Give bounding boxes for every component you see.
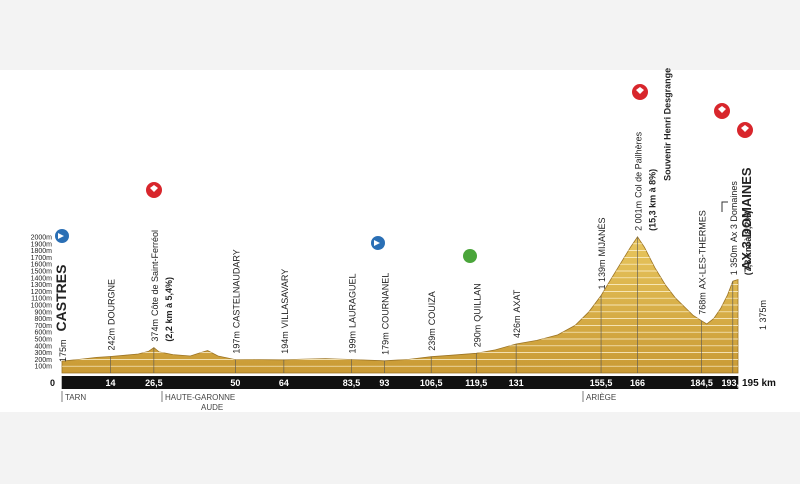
bracket [721, 201, 728, 212]
x-tick-label: 50 [230, 378, 240, 388]
x-tick-label: 0 [50, 378, 55, 388]
waypoint-altitude: 1 350m [729, 245, 739, 275]
region-label: TARN [65, 393, 86, 402]
waypoint-name: LAURAGUEL [347, 273, 357, 328]
waypoint-altitude: 1 139m [597, 260, 607, 290]
distance-bar [62, 376, 738, 389]
y-tick-label: 1600m [31, 262, 53, 269]
waypoint-label: 1 139m MIJANÈS [597, 218, 607, 290]
waypoint-label: 426m AXAT [512, 289, 522, 338]
x-tick-label: 14 [106, 378, 116, 388]
x-tick-label: 166 [630, 378, 645, 388]
waypoint-label: 199m LAURAGUEL [347, 273, 357, 353]
waypoint-altitude: 239m [427, 328, 437, 351]
sprint-icon [463, 249, 477, 263]
y-tick-label: 300m [34, 350, 52, 357]
y-tick-label: 1100m [31, 296, 52, 303]
y-tick-label: 400m [34, 343, 52, 350]
waypoint-label: 374m Côte de Saint-Ferréol [150, 230, 160, 342]
waypoint-label: 768m AX-LES-THERMES [698, 210, 708, 315]
y-tick-label: 1500m [31, 269, 53, 276]
waypoint-name: Ax 3 Domaines [729, 181, 739, 243]
x-tick-label: 155,5 [590, 378, 613, 388]
waypoint-altitude: 175m [58, 339, 68, 362]
waypoint-note: (15,3 km à 8%) [647, 169, 657, 231]
waypoint-label: 1 350m Ax 3 Domaines [729, 181, 739, 276]
marker-layer [61, 236, 739, 402]
waypoint-altitude: 290m [472, 325, 482, 348]
waypoint-altitude: 1 375m [758, 300, 768, 330]
waypoint-name: AX-LES-THERMES [698, 210, 708, 289]
waypoint-label: 194m VILLASAVARY [280, 269, 290, 354]
waypoint-label: 179m COURNANEL [380, 273, 390, 355]
x-tick-label: 131 [509, 378, 524, 388]
waypoint-name: Côte de Saint-Ferréol [150, 230, 160, 316]
waypoint-label: 290m QUILLAN [472, 283, 482, 347]
region-label: AUDE [201, 403, 223, 412]
waypoint-name: MIJANÈS [597, 218, 607, 257]
waypoint-altitude: 374m [150, 319, 160, 342]
y-tick-label: 1400m [31, 275, 53, 282]
y-tick-label: 2000m [31, 235, 53, 242]
waypoint-name: VILLASAVARY [280, 269, 290, 329]
waypoint-label: 242m DOURGNE [107, 279, 117, 351]
icons [55, 84, 753, 263]
waypoint-name: COUIZA [427, 291, 437, 325]
y-tick-label: 1800m [31, 248, 53, 255]
waypoint-name: COURNANEL [380, 273, 390, 330]
region-label: ARIÈGE [586, 393, 616, 402]
x-tick-label: 119,5 [465, 378, 487, 388]
x-tick-label: 64 [279, 378, 289, 388]
waypoint-altitude: 426m [512, 316, 522, 339]
y-tick-label: 700m [34, 323, 52, 330]
waypoint-label: 175m CASTRES [53, 265, 69, 362]
waypoint-altitude: 2 001m [633, 201, 643, 231]
y-tick-label: 900m [34, 309, 52, 316]
waypoint-altitude: 197m [231, 331, 241, 354]
x-tick-label: 195 km [742, 378, 776, 389]
waypoint-altitude: 194m [280, 331, 290, 354]
waypoint-note: (7,8 km à 8,2%) [743, 211, 753, 276]
y-tick-label: 1700m [31, 255, 53, 262]
top-band [0, 0, 800, 70]
y-tick-label: 100m [34, 364, 52, 371]
y-tick-label: 1200m [31, 289, 53, 296]
y-tick-label: 1000m [31, 303, 53, 310]
y-tick-label: 600m [34, 330, 52, 337]
icon-glyphs [58, 87, 749, 246]
region-label: HAUTE-GARONNE [165, 393, 235, 402]
x-tick-label: 106,5 [420, 378, 443, 388]
waypoint-altitude: 199m [347, 331, 357, 354]
waypoint-name: Col de Pailhères [633, 131, 643, 198]
bottom-band [0, 412, 800, 484]
waypoint-altitude: 768m [698, 292, 708, 315]
y-tick-label: 200m [34, 357, 52, 364]
waypoint-label: 2 001m Col de Pailhères [633, 131, 643, 231]
waypoint-altitude: 242m [107, 328, 117, 351]
y-tick-label: 1900m [31, 241, 53, 248]
text-layer: 100m200m300m400m500m600m700m800m900m1000… [31, 68, 776, 412]
waypoint-name: QUILLAN [472, 283, 482, 322]
x-tick-label: 26,5 [145, 378, 163, 388]
x-tick-label: 184,5 [690, 378, 713, 388]
y-tick-label: 800m [34, 316, 52, 323]
waypoint-name: AXAT [512, 289, 522, 312]
waypoint-name: DOURGNE [107, 279, 117, 325]
waypoint-name: CASTELNAUDARY [231, 249, 241, 328]
y-tick-label: 500m [34, 337, 52, 344]
waypoint-label: 239m COUIZA [427, 291, 437, 351]
waypoint-label: 197m CASTELNAUDARY [231, 249, 241, 353]
y-tick-label: 1300m [31, 282, 53, 289]
waypoint-altitude: 179m [380, 332, 390, 355]
waypoint-name: AX 3 DOMAINES [739, 167, 754, 270]
waypoint-note: (2,2 km à 5,4%) [164, 277, 174, 342]
x-tick-label: 93 [379, 378, 389, 388]
x-tick-label: 83,5 [343, 378, 361, 388]
waypoint-name: CASTRES [53, 265, 69, 332]
x-tick-label: 193,5 [722, 378, 745, 388]
waypoint-note: Souvenir Henri Desgrange [662, 68, 672, 181]
